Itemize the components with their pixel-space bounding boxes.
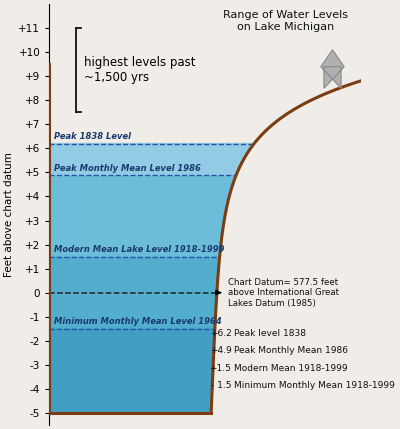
Text: - 1.5: - 1.5 <box>211 381 231 390</box>
Y-axis label: Feet above chart datum: Feet above chart datum <box>4 152 14 277</box>
Text: Minimum Monthly Mean 1918-1999: Minimum Monthly Mean 1918-1999 <box>234 381 395 390</box>
Polygon shape <box>49 144 254 413</box>
Text: Modern Mean Lake Level 1918-1999: Modern Mean Lake Level 1918-1999 <box>54 245 224 254</box>
Text: +4.9: +4.9 <box>210 346 231 355</box>
Text: Peak 1838 Level: Peak 1838 Level <box>54 132 131 141</box>
Text: Peak Monthly Mean Level 1986: Peak Monthly Mean Level 1986 <box>54 163 201 172</box>
Text: highest levels past
~1,500 yrs: highest levels past ~1,500 yrs <box>84 56 196 84</box>
Text: +6.2: +6.2 <box>210 329 231 338</box>
Text: +1.5: +1.5 <box>210 363 231 372</box>
Text: Peak level 1838: Peak level 1838 <box>234 329 306 338</box>
Text: Minimum Monthly Mean Level 1964: Minimum Monthly Mean Level 1964 <box>54 317 222 326</box>
Text: Modern Mean 1918-1999: Modern Mean 1918-1999 <box>234 363 348 372</box>
Polygon shape <box>49 329 215 413</box>
Text: Peak Monthly Mean 1986: Peak Monthly Mean 1986 <box>234 346 348 355</box>
Polygon shape <box>49 144 254 175</box>
Polygon shape <box>49 175 236 257</box>
Polygon shape <box>321 50 344 88</box>
Text: Chart Datum= 577.5 feet
above International Great
Lakes Datum (1985): Chart Datum= 577.5 feet above Internatio… <box>228 278 339 308</box>
Text: Range of Water Levels
on Lake Michigan: Range of Water Levels on Lake Michigan <box>223 10 348 32</box>
Polygon shape <box>49 257 220 329</box>
